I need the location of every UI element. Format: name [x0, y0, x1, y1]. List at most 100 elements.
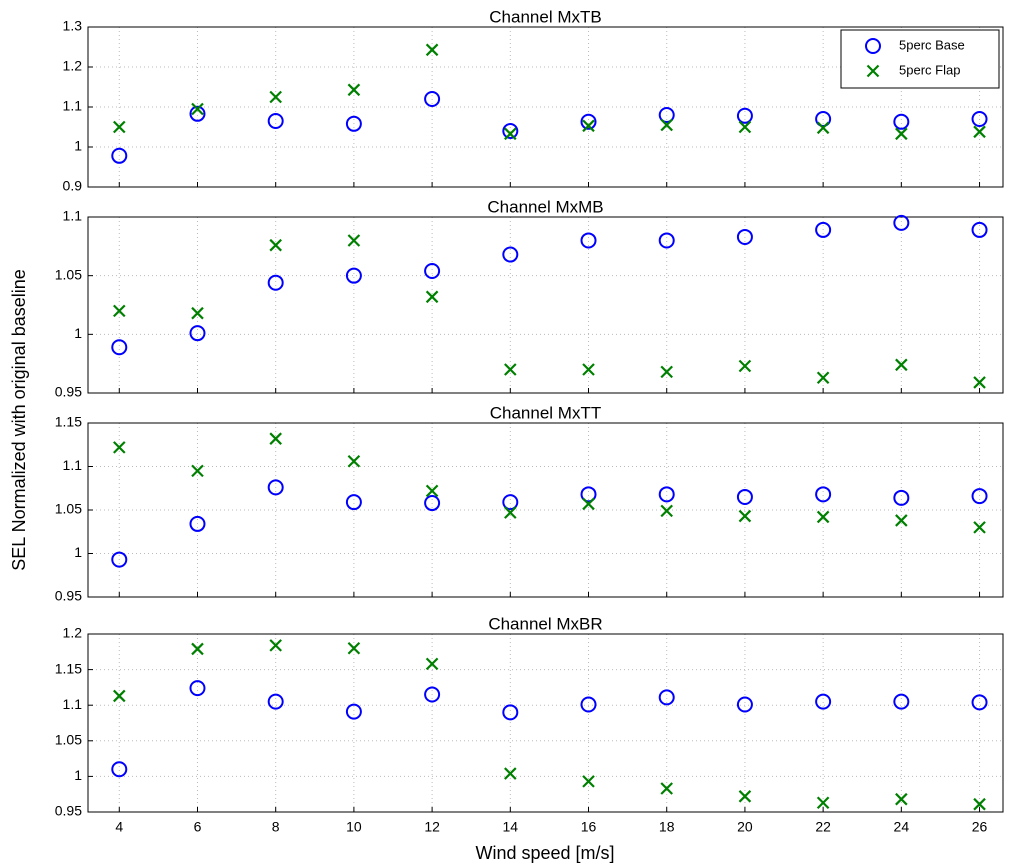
point [191, 642, 204, 656]
point [893, 113, 910, 130]
point [738, 790, 752, 803]
point [425, 484, 439, 498]
point [895, 514, 908, 527]
point [971, 111, 988, 127]
chart-title: Channel MxTT [490, 403, 601, 422]
point [738, 120, 752, 134]
y-axis-label: SEL Normalized with original baseline [9, 269, 29, 570]
legend-box [840, 29, 1000, 89]
point [347, 455, 361, 468]
point [973, 376, 986, 389]
point [736, 107, 753, 124]
point [971, 488, 988, 505]
point [660, 782, 673, 795]
point [113, 120, 126, 134]
axes-box [87, 216, 1004, 394]
axes-box [87, 422, 1004, 598]
point [738, 509, 752, 523]
point [269, 90, 282, 104]
point [191, 464, 204, 478]
x-tick-label: 16 [581, 819, 597, 835]
point [580, 113, 597, 130]
point [658, 486, 675, 503]
x-tick-label: 26 [972, 819, 988, 835]
point [502, 123, 519, 139]
point [736, 228, 753, 245]
point [973, 797, 986, 811]
y-tick-label: 1 [74, 325, 82, 341]
point [113, 689, 126, 703]
y-tick-label: 1.15 [55, 660, 82, 676]
point [347, 641, 361, 655]
point [424, 91, 441, 107]
x-tick-label: 10 [346, 819, 362, 835]
y-tick-label: 1.1 [63, 457, 83, 473]
point [504, 767, 517, 780]
point [111, 761, 128, 778]
y-tick-label: 1.2 [63, 58, 83, 74]
point [738, 359, 752, 373]
plot-area [88, 217, 1003, 393]
legend-label: 5perc Base [899, 37, 965, 52]
x-tick-label: 20 [737, 819, 753, 835]
point [895, 358, 908, 372]
point [815, 486, 832, 503]
y-tick-label: 0.95 [55, 384, 82, 400]
chart-title: Channel MxTB [489, 7, 601, 26]
x-tick-label: 8 [272, 819, 280, 835]
point [893, 489, 910, 506]
point [895, 792, 908, 806]
point [582, 119, 595, 133]
x-tick-label: 6 [194, 819, 202, 835]
point [973, 521, 986, 534]
legend-marker [865, 38, 881, 54]
y-tick-label: 1.1 [63, 98, 83, 114]
point [347, 234, 361, 247]
x-tick-label: 18 [659, 819, 675, 835]
y-tick-label: 0.95 [55, 803, 82, 819]
point [191, 306, 204, 320]
axes-box [87, 633, 1004, 813]
y-tick-label: 1.05 [55, 732, 82, 748]
point [815, 111, 832, 127]
point [424, 686, 441, 703]
point [502, 246, 519, 263]
point [502, 704, 519, 721]
point [424, 262, 441, 279]
point [895, 127, 908, 141]
point [189, 325, 206, 342]
y-tick-label: 1 [74, 544, 82, 560]
point [111, 147, 128, 164]
x-tick-label: 4 [115, 819, 123, 835]
point [191, 102, 204, 116]
point [582, 775, 595, 788]
y-tick-label: 1.1 [63, 696, 83, 712]
legend-marker [866, 64, 880, 78]
point [816, 121, 830, 135]
point [973, 125, 986, 139]
point [658, 232, 675, 249]
point [345, 494, 362, 511]
y-tick-label: 1.05 [55, 266, 82, 282]
point [660, 118, 673, 132]
point [269, 639, 282, 652]
point [816, 371, 830, 385]
point [815, 693, 832, 710]
point [345, 115, 362, 132]
point [267, 274, 284, 291]
legend-label: 5perc Flap [899, 62, 960, 77]
point [658, 689, 675, 706]
y-tick-label: 1.2 [63, 625, 83, 641]
point [347, 83, 361, 97]
x-tick-label: 12 [424, 819, 440, 835]
point [189, 105, 206, 122]
chart-title: Channel MxMB [487, 197, 603, 216]
point [816, 796, 830, 810]
axes-box [87, 26, 1004, 188]
point [267, 113, 284, 129]
point [425, 290, 439, 304]
plot-area [88, 423, 1003, 597]
point [504, 363, 517, 376]
x-tick-label: 14 [503, 819, 519, 835]
